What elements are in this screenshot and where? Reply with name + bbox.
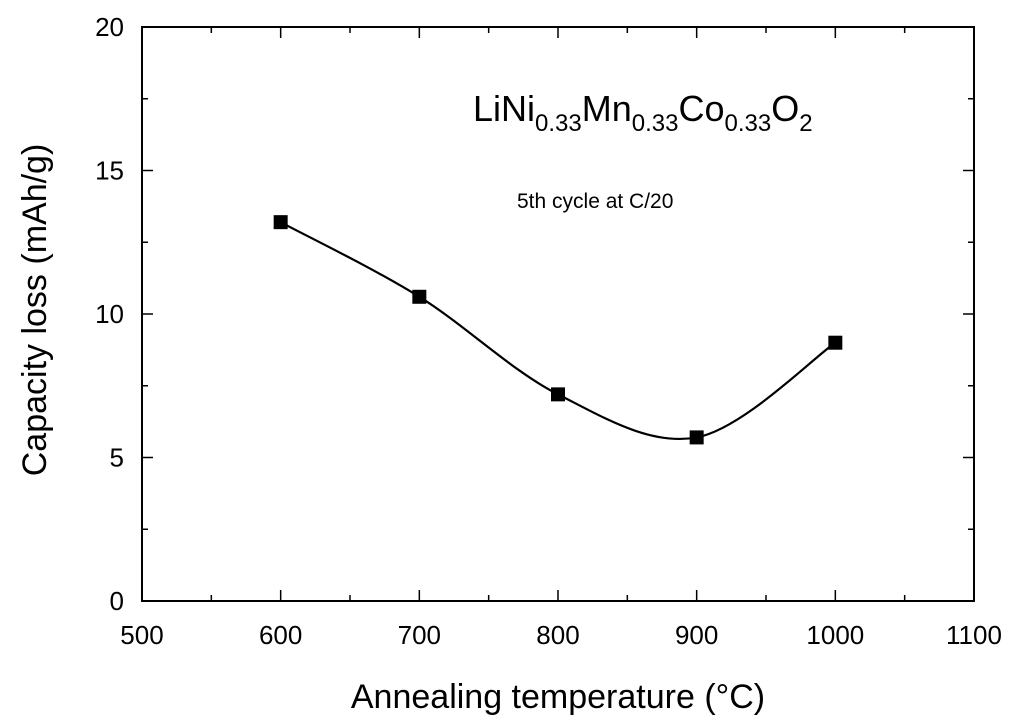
data-point-marker: [689, 430, 704, 445]
series-group: [273, 215, 843, 445]
compound-formula-label: LiNi0.33Mn0.33Co0.33O2: [473, 88, 813, 137]
x-axis-title: Annealing temperature (°C): [351, 678, 765, 716]
x-tick-label: 500: [120, 620, 163, 650]
y-tick-label: 0: [110, 586, 124, 616]
x-tick-label: 600: [259, 620, 302, 650]
axis-ticks-group: [141, 26, 975, 602]
x-tick-label: 1100: [946, 620, 1002, 650]
x-tick-label: 800: [536, 620, 579, 650]
data-point-marker: [551, 387, 565, 402]
data-point-marker: [828, 335, 843, 350]
series-line: [280, 221, 836, 441]
x-tick-label: 900: [675, 620, 718, 650]
tick-labels-group: 500 600 700 800 900 1000 1100 0 5 10 15 20: [95, 12, 1002, 650]
y-axis-title: Capacity loss (mAh/g): [16, 144, 54, 477]
data-point-marker: [412, 289, 427, 304]
y-tick-label: 10: [95, 299, 124, 329]
cycle-condition-label: 5th cycle at C/20: [517, 190, 673, 213]
y-tick-label: 15: [95, 156, 124, 186]
x-tick-label: 700: [398, 620, 441, 650]
data-point-marker: [273, 215, 288, 230]
y-tick-label: 20: [95, 12, 124, 42]
y-tick-label: 5: [110, 443, 124, 473]
x-tick-label: 1000: [806, 620, 864, 650]
